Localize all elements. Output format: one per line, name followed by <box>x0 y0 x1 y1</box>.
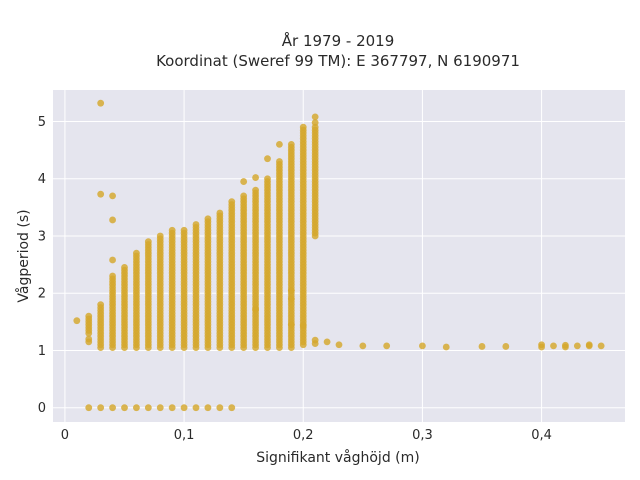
chart-subtitle: Koordinat (Sweref 99 TM): E 367797, N 61… <box>156 52 520 70</box>
data-point <box>228 404 236 412</box>
x-tick-label: 0,2 <box>293 428 314 443</box>
x-tick-label: 0,4 <box>531 428 552 443</box>
x-tick-label: 0,1 <box>174 428 195 443</box>
data-point <box>109 404 116 412</box>
data-point <box>550 342 557 350</box>
data-point <box>216 404 224 412</box>
data-point <box>204 404 212 412</box>
data-point <box>252 186 259 194</box>
data-point <box>478 343 486 350</box>
data-point <box>585 341 593 349</box>
data-point <box>156 404 164 412</box>
data-point <box>264 155 271 163</box>
data-points <box>73 99 605 412</box>
data-point <box>97 99 105 107</box>
data-point <box>133 249 140 257</box>
data-point <box>144 404 152 412</box>
data-point <box>442 343 450 351</box>
data-point <box>133 404 140 412</box>
data-point <box>287 321 295 329</box>
data-point <box>252 174 259 181</box>
data-point <box>323 338 331 346</box>
data-point <box>97 301 105 309</box>
data-point <box>180 404 188 412</box>
data-point <box>168 226 176 234</box>
x-axis-label: Signifikant våghöjd (m) <box>256 449 419 466</box>
y-tick-label: 0 <box>38 401 46 416</box>
data-point <box>287 286 295 294</box>
data-point <box>109 192 116 200</box>
data-point <box>311 113 319 121</box>
data-point <box>73 317 81 325</box>
data-point <box>144 238 152 246</box>
data-point <box>287 295 295 303</box>
data-point <box>264 175 271 183</box>
x-tick-label: 0 <box>61 428 69 443</box>
y-tick-label: 3 <box>38 229 46 244</box>
data-point <box>299 322 307 330</box>
data-point <box>168 404 176 412</box>
data-point <box>204 215 212 223</box>
data-point <box>192 221 200 228</box>
chart-title: År 1979 - 2019 <box>282 31 395 50</box>
y-tick-label: 1 <box>38 344 46 359</box>
data-point <box>228 198 236 206</box>
y-axis-label: Vågperiod (s) <box>15 209 32 302</box>
data-point <box>311 340 319 347</box>
y-tick-label: 2 <box>38 287 46 302</box>
data-point <box>97 190 105 198</box>
data-point <box>85 338 93 346</box>
data-point <box>299 123 307 131</box>
data-point <box>419 342 426 350</box>
data-point <box>192 404 200 412</box>
data-point <box>85 404 93 412</box>
data-point <box>311 119 319 127</box>
data-point <box>252 305 259 313</box>
data-point <box>335 341 343 349</box>
data-point <box>216 209 224 217</box>
data-point <box>121 264 128 271</box>
data-point <box>597 342 605 350</box>
y-tick-label: 4 <box>38 172 46 187</box>
data-point <box>156 232 164 240</box>
data-point <box>240 192 248 200</box>
data-point <box>538 343 545 351</box>
data-point <box>383 342 391 350</box>
data-point <box>287 140 295 148</box>
data-point <box>276 158 283 165</box>
data-point <box>240 178 248 185</box>
x-tick-labels: 0 0,1 0,2 0,3 0,4 <box>61 428 552 443</box>
y-tick-label: 5 <box>38 115 46 130</box>
data-point <box>109 216 116 224</box>
x-tick-label: 0,3 <box>412 428 433 443</box>
data-point <box>109 272 116 280</box>
data-point <box>359 342 367 350</box>
data-point <box>562 343 569 351</box>
data-point <box>97 404 105 412</box>
data-point <box>180 226 188 234</box>
y-tick-labels: 0 1 2 3 4 5 <box>38 115 46 416</box>
data-point <box>276 140 283 148</box>
data-point <box>502 343 510 350</box>
data-point <box>573 342 581 350</box>
data-point <box>109 256 116 264</box>
data-point <box>85 312 93 320</box>
data-point <box>121 404 128 412</box>
